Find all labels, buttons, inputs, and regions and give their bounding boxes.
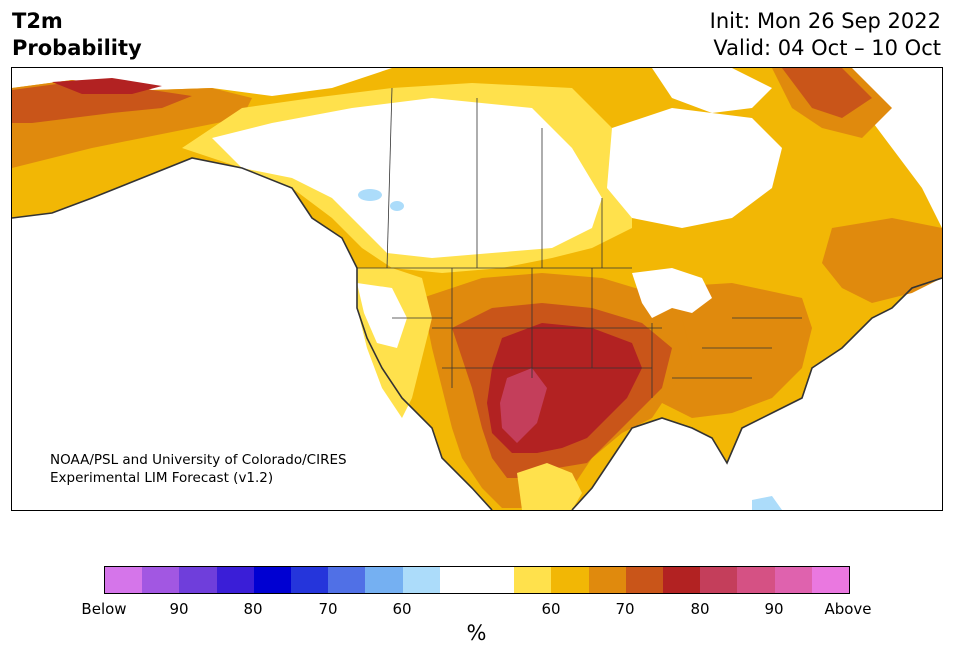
colorbar-tick-label: 60 <box>541 600 561 618</box>
colorbar-cell <box>588 567 626 593</box>
colorbar-cell <box>700 567 738 593</box>
colorbar-ticks: Below 90 80 70 60 60 70 80 90 Above <box>81 600 871 618</box>
title-line-2: Probability <box>12 36 142 60</box>
credit-line-1: NOAA/PSL and University of Colorado/CIRE… <box>50 452 347 468</box>
hudson-bay <box>607 108 782 228</box>
valid-range: Valid: 04 Oct – 10 Oct <box>713 36 941 60</box>
quebec-70 <box>822 218 942 303</box>
probability-map: NOAA/PSL and University of Colorado/CIRE… <box>11 67 943 511</box>
us-above <box>500 368 547 443</box>
credit-line-2: Experimental LIM Forecast (v1.2) <box>50 470 274 486</box>
lake-athabasca <box>358 189 382 201</box>
colorbar-cell <box>663 567 701 593</box>
coastline <box>12 157 942 510</box>
caribbean-below <box>752 496 782 510</box>
map-title: T2m Probability <box>12 8 142 62</box>
colorbar <box>104 566 850 594</box>
colorbar-cell <box>105 567 143 593</box>
colorbar-tick-label: 90 <box>169 600 189 618</box>
colorbar-tick-label: Below <box>81 600 127 618</box>
title-line-1: T2m <box>12 9 63 33</box>
colorbar-cell <box>291 567 329 593</box>
colorbar-cell <box>402 567 440 593</box>
colorbar-tick-label: 70 <box>615 600 635 618</box>
colorbar-cell <box>328 567 366 593</box>
alaska-80 <box>12 82 192 123</box>
colorbar-tick-label: 60 <box>392 600 412 618</box>
forecast-dates: Init: Mon 26 Sep 2022 Valid: 04 Oct – 10… <box>710 8 941 62</box>
map-canvas <box>12 68 942 510</box>
colorbar-cell <box>253 567 292 593</box>
colorbar-tick-label: 90 <box>764 600 784 618</box>
mexico-60 <box>517 463 582 510</box>
arctic-80 <box>782 68 872 118</box>
colorbar-cell <box>811 567 850 593</box>
colorbar-cell <box>774 567 812 593</box>
colorbar-tick-label: Above <box>824 600 872 618</box>
arctic-water <box>652 68 772 113</box>
colorbar-tick-label: 80 <box>690 600 710 618</box>
colorbar-tick-label: 80 <box>243 600 263 618</box>
colorbar-cell <box>142 567 180 593</box>
colorbar-cell <box>179 567 217 593</box>
colorbar-cell <box>551 567 589 593</box>
colorbar-cell <box>439 567 478 593</box>
credit-text: NOAA/PSL and University of Colorado/CIRE… <box>50 451 347 487</box>
colorbar-cell <box>514 567 552 593</box>
colorbar-cell <box>216 567 254 593</box>
colorbar-cell <box>477 567 515 593</box>
colorbar-tick-label: 70 <box>318 600 338 618</box>
colorbar-cell <box>737 567 775 593</box>
west-white <box>357 283 407 348</box>
colorbar-unit: % <box>466 621 487 645</box>
neutral-white <box>212 98 602 258</box>
great-slave-lake <box>390 201 404 211</box>
state-borders <box>357 87 802 398</box>
colorbar-cell <box>365 567 403 593</box>
great-lakes <box>632 268 712 318</box>
colorbar-cell <box>625 567 664 593</box>
init-date: Init: Mon 26 Sep 2022 <box>709 9 941 33</box>
alaska-90 <box>52 78 162 94</box>
